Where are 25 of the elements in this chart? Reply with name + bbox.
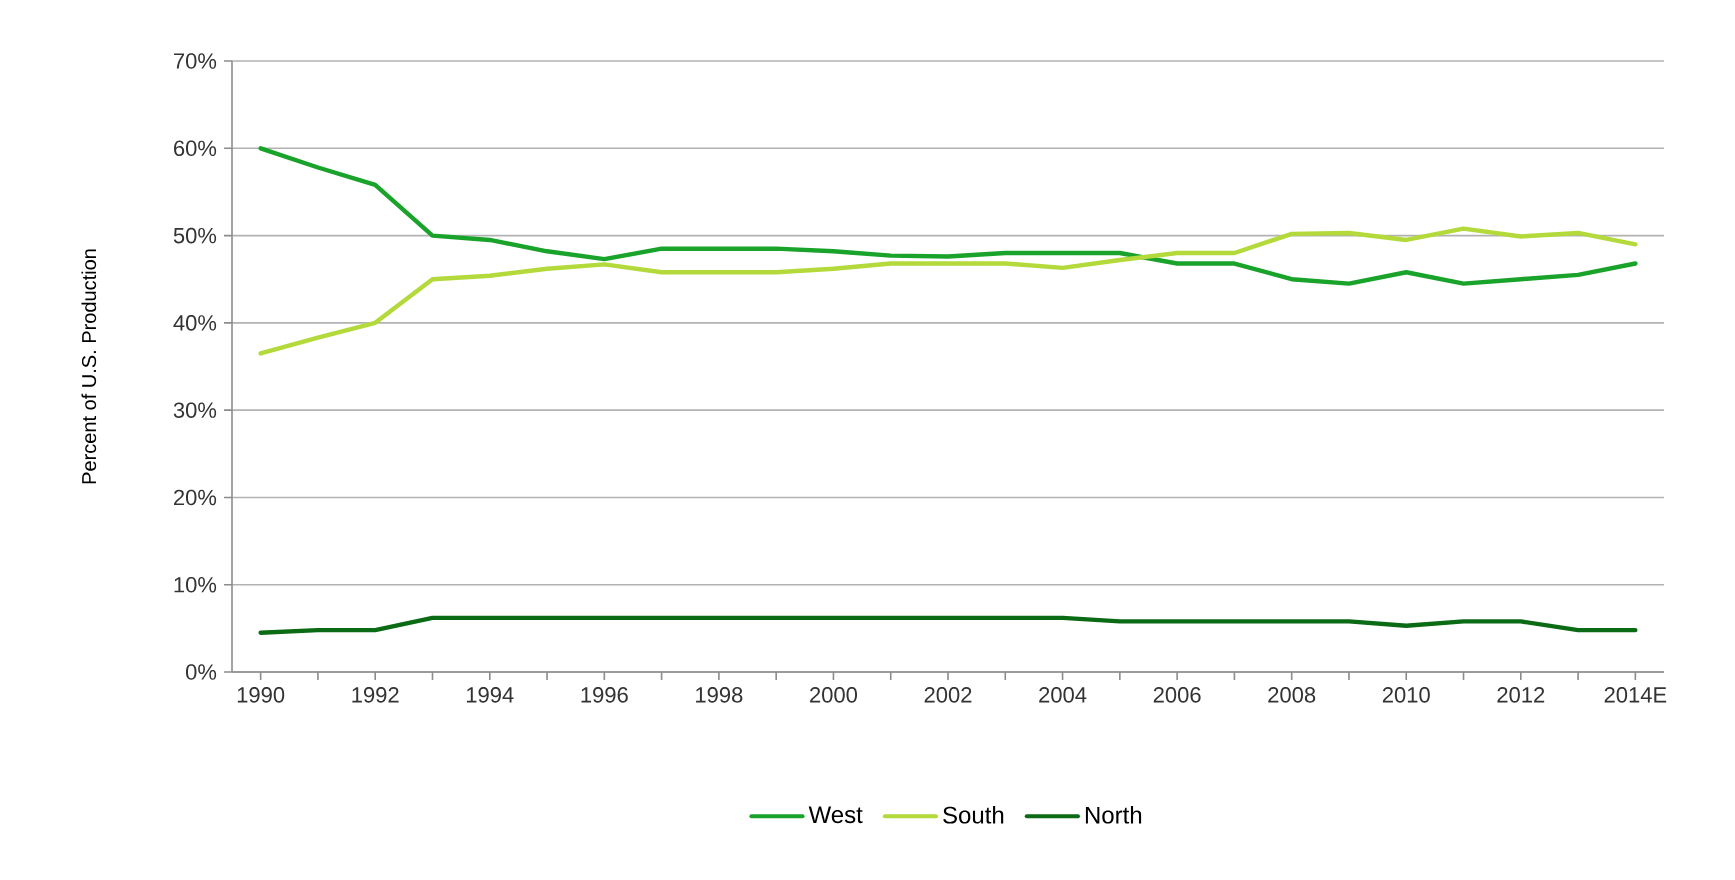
x-tick-label: 2006 [1153,687,1201,703]
y-tick-label: 50% [173,227,217,244]
x-tick-label: 1998 [696,687,743,703]
legend-label: South [943,806,1004,824]
x-tick-label: 2000 [810,687,858,703]
y-axis-title: Percent of U.S. Production [81,249,97,484]
legend-label: West [808,806,863,824]
x-tick-label: 1994 [466,687,514,703]
y-tick-label: 20% [174,489,217,506]
x-tick-label: 1990 [237,687,285,703]
x-tick-label: 1992 [352,687,399,703]
x-tick-label: 2014E [1604,687,1667,703]
x-tick-label: 2002 [924,687,972,703]
y-tick-label: 70% [174,53,217,69]
legend-label: North [1085,806,1142,824]
y-tick-label: 60% [174,140,217,157]
x-tick-label: 1996 [581,687,628,703]
x-tick-label: 2008 [1268,687,1316,703]
x-tick-label: 2004 [1039,687,1087,703]
y-tick-label: 40% [173,315,217,331]
x-tick-label: 2012 [1497,687,1545,703]
y-tick-label: 0% [185,664,217,680]
y-tick-label: 30% [173,402,217,418]
x-tick-label: 2010 [1382,687,1430,703]
y-tick-label: 10% [174,576,217,593]
